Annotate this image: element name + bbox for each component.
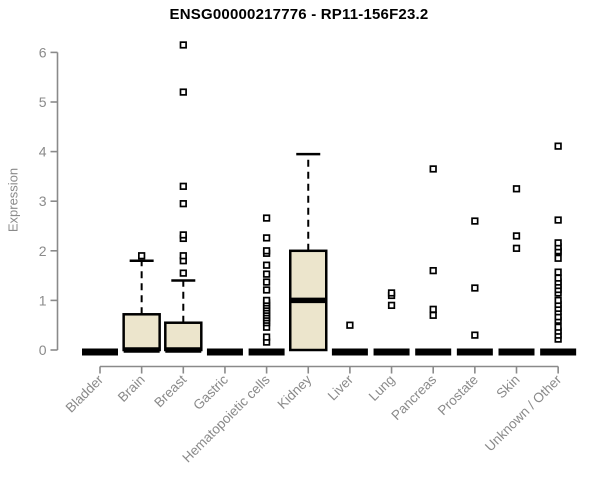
boxplot-box [82,348,118,356]
outlier-point [262,278,271,286]
boxplot-box [415,165,452,356]
boxplot-box [540,142,577,356]
outlier-point [262,270,271,278]
boxplot-box [373,289,410,356]
collapsed-box [248,348,285,356]
collapsed-box [456,348,493,356]
x-tick-label: Gastric [190,372,231,413]
x-tick-label: Prostate [435,372,481,418]
boxplot-box [248,214,285,356]
outlier-point [471,217,479,225]
collapsed-box [498,348,535,356]
outlier-point [346,321,354,329]
outlier-point [512,244,521,252]
outlier-point [471,331,479,339]
x-tick-label: Skin [493,372,522,401]
y-tick-label: 3 [39,193,47,209]
x-tick-label: Pancreas [388,372,439,423]
outlier-point [262,234,271,242]
outlier-point [262,247,271,255]
outlier-point [512,232,521,240]
outlier-point [554,323,562,331]
y-tick-label: 1 [39,292,47,308]
collapsed-box [206,348,243,356]
outlier-point [554,254,562,262]
x-tick-label: Unknown / Other [482,372,565,455]
y-tick-label: 2 [39,243,47,259]
outlier-point [262,333,271,341]
boxplot-box [164,41,203,353]
outlier-point [262,286,271,294]
collapsed-box [373,348,410,356]
x-tick-label: Breast [151,372,189,410]
outlier-point [138,252,146,260]
outlier-point [471,284,479,292]
boxplot-box [289,152,328,352]
outlier-point [512,185,521,193]
outlier-point [179,252,187,260]
outlier-point [179,182,187,190]
x-tick-label: Kidney [275,372,315,412]
outlier-point [179,88,187,96]
collapsed-box [331,348,368,356]
outlier-point [429,266,437,275]
boxplot-box [122,252,161,353]
outlier-point [554,268,562,276]
outlier-point [554,296,562,305]
chart-title: ENSG00000217776 - RP11-156F23.2 [169,6,429,23]
outlier-point [554,239,562,247]
outlier-point [554,274,562,282]
outlier-point [179,200,187,208]
box-rect [164,321,203,352]
x-tick-label: Bladder [63,372,107,416]
outlier-point [554,142,562,150]
y-tick-label: 5 [39,94,47,110]
outlier-point [179,41,187,49]
outlier-point [554,216,562,224]
y-tick-label: 6 [39,44,47,60]
outlier-point [387,289,396,297]
y-tick-label: 4 [39,144,47,160]
collapsed-box [415,348,452,356]
box-rect [122,313,161,352]
y-axis: 0 1 2 3 4 5 6 [39,44,59,358]
boxplot-box [498,185,535,356]
outlier-point [262,261,271,269]
collapsed-box [540,348,577,356]
x-tick-label: Brain [115,372,148,405]
boxplot-box [331,321,368,356]
outlier-point [262,296,271,305]
y-tick-label: 0 [39,342,47,358]
outlier-point [429,305,437,313]
boxplot-box [206,348,243,356]
outlier-point [387,301,396,310]
outlier-point [179,231,187,239]
outlier-point [429,165,437,173]
outlier-point [179,269,187,277]
outlier-point [429,311,437,319]
collapsed-box [82,348,118,356]
x-tick-label: Lung [366,372,398,404]
outlier-point [262,214,271,222]
x-tick-label: Liver [325,372,357,404]
boxplot-box [456,217,493,356]
